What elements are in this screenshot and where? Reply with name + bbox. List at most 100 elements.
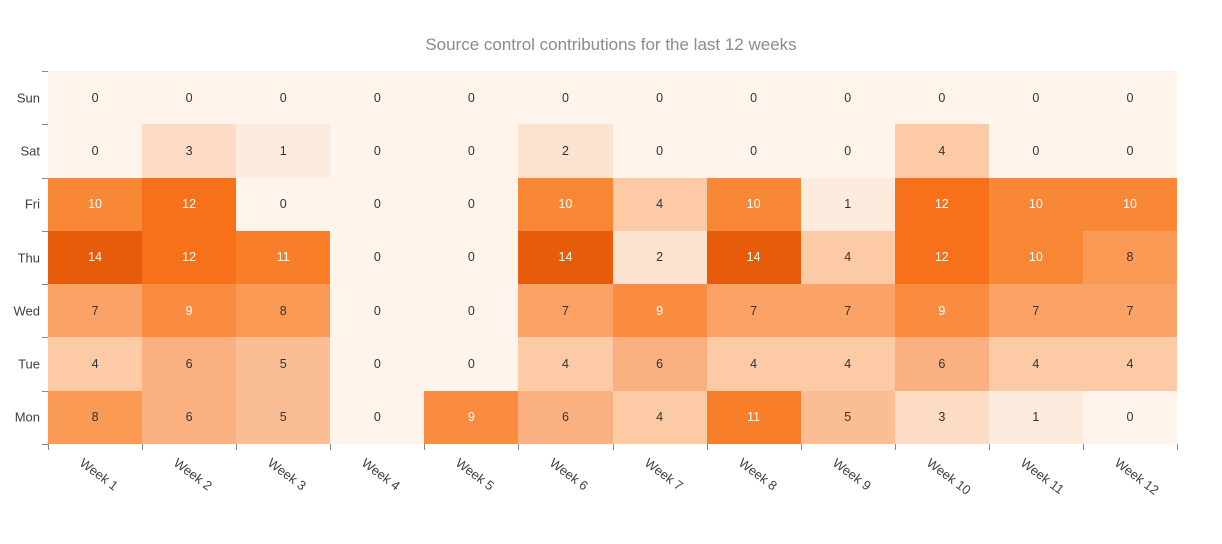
heatmap-cell: 4 (706, 337, 801, 391)
heatmap-cell: 10 (518, 177, 613, 231)
heatmap-cell: 10 (988, 230, 1083, 285)
heatmap-cell: 8 (48, 390, 143, 444)
heatmap-cell: 7 (518, 284, 613, 338)
x-axis-tick (988, 444, 990, 450)
y-axis-tick (42, 124, 48, 126)
heatmap-cell: 4 (612, 390, 707, 444)
heatmap-cell: 1 (236, 124, 331, 178)
heatmap-cell: 0 (330, 337, 425, 391)
x-axis-tick (518, 444, 520, 450)
x-axis-label: Week 9 (829, 455, 874, 494)
heatmap-cell: 9 (142, 284, 237, 338)
heatmap-cell: 7 (1082, 284, 1177, 338)
heatmap-cell: 0 (330, 284, 425, 338)
x-axis-tick (48, 444, 49, 450)
x-axis-tick (142, 444, 144, 450)
heatmap-cell: 12 (142, 177, 237, 231)
heatmap-cell: 0 (988, 71, 1083, 125)
heatmap-cell: 7 (988, 284, 1083, 338)
heatmap-cell: 11 (236, 230, 331, 285)
heatmap-cell: 4 (48, 337, 143, 391)
y-axis-label: Tue (18, 356, 40, 372)
heatmap-cell: 6 (894, 337, 989, 391)
heatmap-cell: 4 (612, 177, 707, 231)
heatmap-cell: 6 (518, 390, 613, 444)
heatmap-cell: 0 (330, 390, 425, 444)
heatmap-cell: 0 (236, 177, 331, 231)
heatmap-cell: 0 (236, 71, 331, 125)
heatmap-cell: 0 (894, 71, 989, 125)
heatmap-cell: 1 (988, 390, 1083, 444)
heatmap-cell: 2 (518, 124, 613, 178)
x-axis-label: Week 8 (735, 455, 780, 494)
heatmap-cell: 5 (236, 390, 331, 444)
heatmap-cell: 4 (894, 124, 989, 178)
heatmap-cell: 0 (518, 71, 613, 125)
heatmap-cell: 5 (236, 337, 331, 391)
heatmap-cell: 0 (706, 124, 801, 178)
heatmap-cell: 14 (48, 230, 143, 285)
x-axis-tick (236, 444, 238, 450)
y-axis-label: Mon (14, 409, 40, 425)
chart-title: Source control contributions for the las… (425, 35, 797, 54)
heatmap-cell: 3 (142, 124, 237, 178)
heatmap-cell: 12 (142, 230, 237, 285)
heatmap-cell: 4 (518, 337, 613, 391)
y-axis-tick (42, 444, 48, 445)
heatmap-cell: 0 (988, 124, 1083, 178)
heatmap-cell: 5 (800, 390, 895, 444)
heatmap-cell: 0 (612, 124, 707, 178)
y-axis-label: Sat (20, 143, 40, 159)
x-axis-label: Week 4 (359, 455, 404, 494)
x-axis-tick (612, 444, 614, 450)
x-axis-label: Week 11 (1017, 455, 1067, 498)
x-axis-label: Week 7 (641, 455, 686, 494)
y-axis-tick (42, 177, 48, 179)
heatmap-cell: 0 (330, 230, 425, 285)
heatmap-cell: 4 (800, 337, 895, 391)
x-axis-label: Week 6 (547, 455, 592, 494)
heatmap-cell: 0 (1082, 124, 1177, 178)
heatmap-cell: 7 (48, 284, 143, 338)
heatmap-cell: 9 (612, 284, 707, 338)
y-axis-label: Sun (16, 90, 40, 106)
y-axis-tick (42, 71, 48, 72)
y-axis-tick (42, 337, 48, 339)
heatmap-cell: 14 (706, 230, 801, 285)
heatmap-cell: 0 (706, 71, 801, 125)
heatmap-cell: 0 (612, 71, 707, 125)
heatmap-cell: 9 (894, 284, 989, 338)
heatmap-cell: 0 (800, 124, 895, 178)
heatmap-cell: 10 (706, 177, 801, 231)
heatmap-cell: 0 (1082, 390, 1177, 444)
heatmap-cell: 8 (236, 284, 331, 338)
x-axis-label: Week 2 (171, 455, 216, 494)
heatmap-cell: 0 (424, 230, 519, 285)
heatmap-cell: 4 (800, 230, 895, 285)
heatmap-grid: 0 0 0 0 0 0 0 0 0 0 0 0 0 3 1 0 0 2 0 0 0 4 0 0 10 12 0 0 0 10 4 10 1 12 1… (48, 71, 1177, 444)
heatmap-cell: 0 (330, 124, 425, 178)
heatmap-cell: 1 (800, 177, 895, 231)
x-axis-tick (706, 444, 708, 450)
y-axis-label: Thu (17, 250, 40, 265)
heatmap-cell: 4 (1082, 337, 1177, 391)
heatmap-cell: 0 (424, 284, 519, 338)
x-axis-tick (1082, 444, 1084, 450)
y-axis-tick (42, 390, 48, 392)
heatmap-cell: 8 (1082, 230, 1177, 285)
heatmap-cell: 0 (424, 124, 519, 178)
x-axis-label: Week 10 (923, 455, 974, 498)
heatmap-cell: 0 (142, 71, 237, 125)
heatmap-cell: 4 (988, 337, 1083, 391)
heatmap-cell: 6 (142, 390, 237, 444)
heatmap-cell: 11 (706, 390, 801, 444)
y-axis-tick (42, 230, 48, 232)
x-axis-tick (894, 444, 896, 450)
y-axis-tick (42, 284, 48, 286)
x-axis-tick (1177, 444, 1178, 450)
heatmap-cell: 6 (612, 337, 707, 391)
heatmap-cell: 0 (48, 124, 143, 178)
heatmap-cell: 12 (894, 230, 989, 285)
heatmap-cell: 2 (612, 230, 707, 285)
